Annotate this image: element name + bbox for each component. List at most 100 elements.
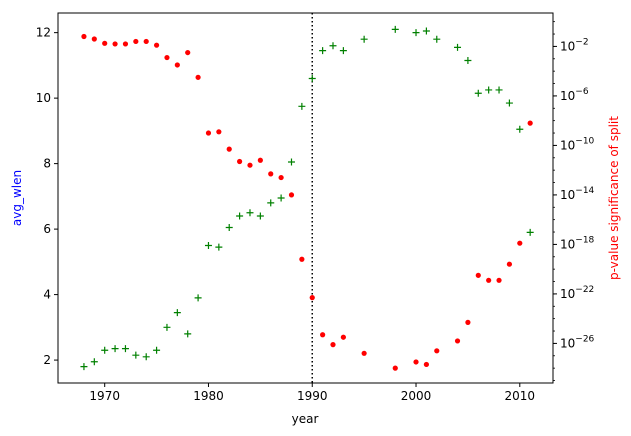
avg-wlen-point [80, 363, 88, 371]
p-value-point [486, 277, 492, 283]
avg-wlen-point [246, 209, 254, 217]
avg-wlen-point [267, 199, 275, 207]
avg-wlen-point [215, 243, 223, 251]
p-value-point [153, 42, 160, 48]
avg-wlen-point [454, 43, 462, 51]
y-left-tick-label: 6 [43, 222, 51, 236]
avg-wlen-point [132, 351, 140, 359]
p-value-point [517, 240, 523, 246]
y-left-tick-label: 10 [36, 91, 51, 105]
avg-wlen-point [277, 194, 285, 202]
axes-frame [57, 12, 554, 384]
p-value-point [112, 41, 118, 47]
avg-wlen-point [163, 323, 171, 331]
p-value-point [268, 171, 274, 177]
p-value-point [143, 38, 149, 45]
x-tick-label: 1980 [193, 389, 224, 403]
p-value-point [288, 192, 295, 198]
avg-wlen-point [153, 346, 161, 354]
avg-wlen-point [516, 125, 524, 133]
p-value-point [91, 36, 97, 42]
avg-wlen-point [485, 86, 493, 94]
p-value-point [257, 157, 263, 163]
y-right-tick-label: 10−18 [560, 235, 595, 251]
y-right-tick-label: 10−6 [560, 87, 589, 103]
avg-wlen-point [329, 42, 337, 50]
p-value-point [320, 332, 326, 338]
avg-wlen-point [412, 29, 420, 37]
p-value-point [475, 272, 481, 278]
y-left-tick-label: 12 [36, 26, 51, 40]
avg-wlen-point [319, 47, 327, 55]
avg-wlen-point [360, 35, 368, 43]
p-value-point [527, 120, 533, 126]
p-value-point [309, 295, 315, 301]
avg-wlen-point [194, 294, 202, 302]
plot-area [80, 13, 534, 383]
p-value-point [392, 365, 398, 371]
avg-wlen-point [204, 241, 212, 249]
y-right-tick-label: 10−22 [560, 285, 594, 301]
avg-wlen-point [90, 358, 98, 366]
p-value-point [102, 40, 108, 46]
p-value-point [299, 256, 305, 262]
y-left-tick-label: 8 [43, 157, 51, 171]
avg-wlen-point [236, 212, 244, 220]
p-value-point [330, 342, 336, 348]
p-value-point [174, 62, 180, 68]
avg-wlen-point [464, 56, 472, 64]
x-tick-label: 2010 [505, 389, 536, 403]
y-right-tick-label: 10−26 [560, 334, 595, 350]
y-axis-right-label: p-value significance of split [607, 116, 621, 280]
x-tick-label: 2000 [401, 389, 432, 403]
x-tick-label: 1970 [89, 389, 120, 403]
avg-wlen-point [474, 89, 482, 97]
avg-wlen-point [391, 25, 399, 33]
tick-layer: 1970 1980 1990 2000 2010 2 4 6 8 10 12 10−2 10−6 10−1… [36, 21, 595, 403]
avg-wlen-point [111, 345, 119, 353]
p-value-point [413, 359, 419, 365]
avg-wlen-point [101, 346, 109, 354]
p-value-point [195, 74, 201, 80]
p-value-point [465, 319, 471, 325]
p-value-point [506, 261, 513, 267]
avg-wlen-point [287, 158, 295, 166]
p-value-point [434, 348, 440, 354]
y-axis-left-label: avg_wlen [10, 170, 24, 226]
avg-wlen-point [339, 47, 347, 55]
avg-wlen-point [121, 345, 129, 353]
p-value-point [361, 350, 367, 356]
p-value-point [205, 130, 212, 136]
x-axis-label: year [292, 412, 319, 426]
p-value-point [454, 338, 461, 344]
p-value-point [340, 334, 346, 340]
p-value-point [216, 129, 222, 135]
p-value-point [247, 162, 253, 168]
p-value-point [185, 49, 191, 56]
avg-wlen-point [308, 74, 316, 82]
p-value-point [496, 277, 502, 283]
p-value-point [133, 38, 139, 45]
x-tick-label: 1990 [297, 389, 328, 403]
avg-wlen-point [184, 330, 192, 338]
avg-wlen-point [495, 86, 503, 94]
avg-wlen-point [225, 223, 233, 231]
avg-wlen-point [298, 102, 306, 110]
y-right-tick-label: 10−2 [560, 37, 589, 53]
avg-wlen-point [173, 309, 181, 317]
avg-wlen-point [505, 99, 513, 107]
y-left-tick-label: 4 [43, 288, 51, 302]
p-value-point [237, 158, 243, 165]
p-value-point [278, 174, 284, 181]
avg-wlen-point [526, 228, 534, 236]
y-right-tick-label: 10−10 [560, 136, 595, 152]
avg-wlen-point [433, 35, 441, 43]
p-value-point [81, 33, 87, 40]
p-value-point [122, 41, 129, 47]
y-left-tick-label: 2 [43, 353, 51, 367]
y-right-tick-label: 10−14 [560, 186, 595, 202]
p-value-point [423, 361, 429, 368]
p-value-point [226, 146, 232, 152]
